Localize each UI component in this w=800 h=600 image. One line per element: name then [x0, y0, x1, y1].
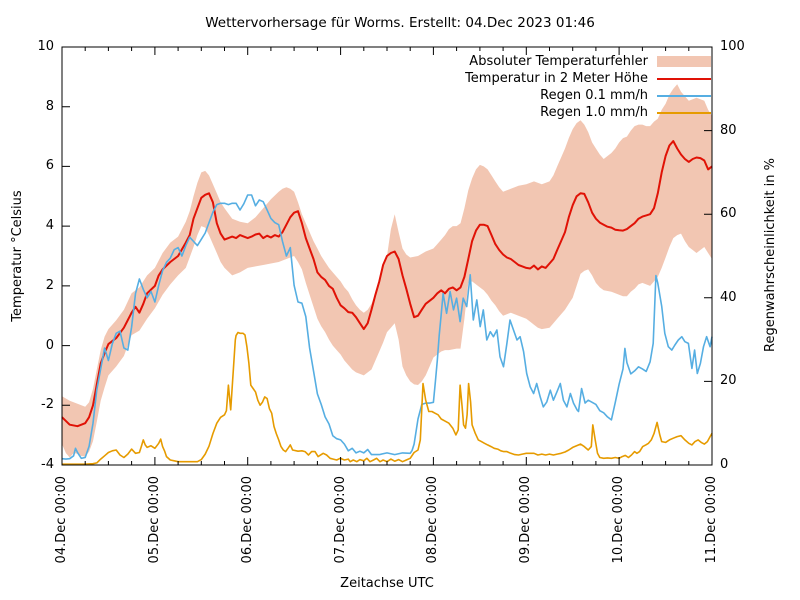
- y-left-tick-label: 4: [45, 218, 54, 233]
- y-right-axis-label: Regenwahrscheinlichkeit in %: [763, 158, 778, 352]
- y-left-tick-label: -2: [41, 397, 54, 412]
- y-left-tick-label: 8: [45, 99, 54, 114]
- x-tick-label: 10.Dec 00:00: [611, 476, 626, 564]
- band-swatch-icon: [657, 56, 711, 67]
- x-tick-label: 05.Dec 00:00: [147, 476, 162, 564]
- y-right-tick-label: 40: [720, 290, 737, 305]
- rain01-line-icon: [657, 94, 711, 97]
- legend: Absoluter Temperaturfehler Temperatur in…: [465, 53, 711, 121]
- y-left-tick-label: 0: [45, 338, 54, 353]
- y-right-tick-label: 20: [720, 373, 737, 388]
- y-left-tick-label: 6: [45, 158, 54, 173]
- x-tick-label: 07.Dec 00:00: [333, 476, 348, 564]
- rain01-line: [61, 194, 713, 460]
- legend-row-temperature: Temperatur in 2 Meter Höhe: [465, 70, 711, 87]
- temperature-error-band: [62, 84, 712, 458]
- legend-row-rain10: Regen 1.0 mm/h: [465, 104, 711, 121]
- x-tick-label: 04.Dec 00:00: [54, 476, 69, 564]
- y-right-tick-label: 60: [720, 206, 737, 221]
- y-left-axis-label: Temperatur °Celsius: [10, 190, 25, 322]
- legend-row-rain01: Regen 0.1 mm/h: [465, 87, 711, 104]
- y-right-tick-label: 80: [720, 123, 737, 138]
- y-left-tick-label: -4: [41, 457, 54, 472]
- temperature-line: [61, 140, 713, 428]
- legend-label-rain10: Regen 1.0 mm/h: [540, 105, 648, 120]
- legend-label-temperature: Temperatur in 2 Meter Höhe: [465, 71, 648, 86]
- x-tick-label: 08.Dec 00:00: [425, 476, 440, 564]
- x-axis-label: Zeitachse UTC: [340, 576, 434, 591]
- x-tick-label: 09.Dec 00:00: [518, 476, 533, 564]
- legend-label-error-band: Absoluter Temperaturfehler: [469, 54, 648, 69]
- legend-label-rain01: Regen 0.1 mm/h: [540, 88, 648, 103]
- x-tick-label: 11.Dec 00:00: [704, 476, 719, 564]
- y-left-tick-label: 10: [37, 39, 54, 54]
- y-right-tick-label: 100: [720, 39, 745, 54]
- y-left-tick-label: 2: [45, 278, 54, 293]
- plot-frame: [61, 46, 713, 466]
- rain10-line-icon: [657, 111, 711, 114]
- y-right-tick-label: 0: [720, 457, 729, 472]
- temperature-line-icon: [657, 77, 711, 80]
- x-tick-label: 06.Dec 00:00: [240, 476, 255, 564]
- chart-title: Wettervorhersage für Worms. Erstellt: 04…: [205, 15, 595, 31]
- rain10-line: [62, 331, 713, 465]
- legend-row-error-band: Absoluter Temperaturfehler: [465, 53, 711, 70]
